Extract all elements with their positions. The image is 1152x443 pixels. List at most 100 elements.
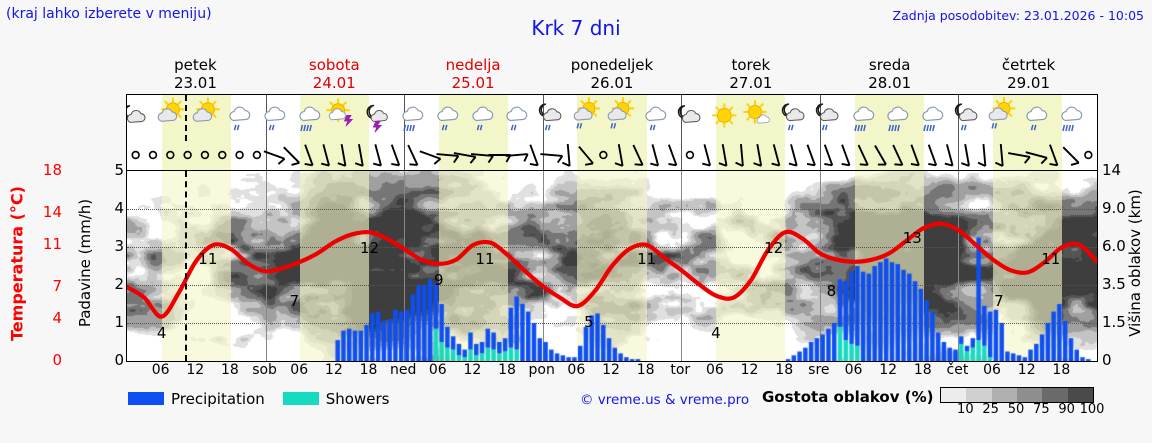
weather-icon-moon-cloud-rain — [534, 95, 569, 141]
weather-icon-row — [127, 95, 1097, 141]
wind-barb-calm — [1084, 150, 1093, 160]
weather-icon-cloud-light-rain — [1019, 95, 1054, 141]
wind-barb — [1049, 144, 1059, 167]
time-tick: 18 — [1052, 362, 1071, 378]
temperature-tick: 0 — [52, 351, 62, 369]
time-tick: 06 — [706, 362, 724, 378]
cloud-density-tick: 25 — [982, 402, 999, 417]
page-title: Krk 7 dni — [531, 16, 621, 40]
weather-icon-moon-cloud-rain — [811, 95, 846, 141]
temperature-label: 12 — [764, 239, 784, 258]
precipitation-tick: 3 — [114, 237, 124, 255]
weather-icon-moon-cloud-rain — [777, 95, 812, 141]
cloud-height-tick: 14 — [1102, 161, 1122, 179]
wind-barb — [1008, 152, 1031, 164]
showers-legend-label: Showers — [325, 389, 390, 408]
wind-barb-calm — [218, 150, 227, 160]
wind-barbs-svg — [131, 143, 1093, 167]
weather-icon-moon-thunder — [361, 95, 396, 141]
time-tick: 18 — [913, 362, 932, 378]
precipitation-axis-title: Padavine (mm/h) — [76, 198, 94, 328]
weather-icon-cloud-light-rain — [222, 95, 257, 141]
temperature-label: 11 — [475, 249, 495, 268]
cloud-density-step — [991, 388, 1017, 402]
cloud-height-tick: 1.5 — [1102, 313, 1126, 331]
day-date: 28.01 — [868, 74, 912, 92]
day-separator-icons — [681, 95, 683, 170]
wind-barb — [419, 150, 442, 165]
last-update-label: Zadnja posodobitev: 23.01.2026 - 10:05 — [892, 8, 1144, 23]
day-name: petek — [174, 56, 217, 74]
time-tick: pon — [528, 362, 555, 378]
weather-icon-band — [126, 94, 1098, 170]
time-axis-ticks: 06 12 18 sob 06 12 18 ned 06 12 18 pon 06 12 18 tor 06 12… — [126, 362, 1098, 382]
weather-icon-cloud-light-rain — [257, 95, 292, 141]
weather-icon-cloud-rain — [292, 95, 327, 141]
day-header-row: petek 23.01 sobota 24.01 nedelja 25.01 ponedel… — [126, 56, 1098, 94]
cloud-density-scale — [940, 387, 1094, 403]
time-tick: tor — [670, 362, 691, 378]
cloud-density-step — [1067, 388, 1093, 402]
temperature-label: 11 — [1041, 249, 1061, 268]
wind-barb — [283, 146, 301, 166]
temperature-label: 5 — [584, 313, 594, 332]
temperature-tick: 14 — [42, 203, 62, 222]
cloud-height-tick: 0 — [1102, 351, 1112, 369]
cloud-density-tick: 50 — [1007, 402, 1025, 417]
cloud-height-axis-ticks: 14 9.0 6.0 3.5 1.5 0 — [1102, 160, 1136, 375]
weather-icon-moon-cloud — [127, 95, 153, 141]
temperature-label: 7 — [289, 292, 300, 311]
wind-barb — [735, 143, 744, 167]
day-header-sreda: sreda 28.01 — [820, 56, 959, 94]
cloud-height-tick: 6.0 — [1102, 237, 1126, 255]
weather-icon-cloud-light-rain — [430, 95, 465, 141]
wind-barb-calm — [200, 150, 210, 160]
time-tick: 06 — [567, 362, 586, 378]
weather-icon-sun-thunder — [326, 95, 361, 141]
weather-icon-cloud-rain — [1054, 95, 1089, 141]
time-tick: 06 — [151, 362, 170, 378]
weather-icon-sun-cloud-rain — [603, 95, 638, 141]
copyright-link[interactable]: © vreme.us & vreme.pro — [580, 392, 750, 408]
day-name: sreda — [868, 56, 911, 74]
time-tick: sre — [808, 362, 830, 378]
wind-barb — [994, 143, 1004, 167]
time-tick: 06 — [844, 362, 863, 378]
day-name: ponedeljek — [570, 56, 654, 74]
weather-icon-cloud-light-rain — [638, 95, 673, 141]
temperature-label: 4 — [156, 323, 167, 342]
wind-barb — [927, 144, 938, 167]
current-time-marker — [185, 171, 188, 361]
time-tick: 06 — [428, 362, 447, 378]
wind-barb — [372, 144, 382, 167]
location-menu-note[interactable]: (kraj lahko izberete v meniju) — [6, 6, 212, 22]
time-tick: 18 — [221, 362, 239, 378]
wind-barb — [578, 145, 594, 166]
precipitation-legend-label: Precipitation — [171, 389, 265, 408]
weather-icon-cloud-rain — [395, 95, 430, 141]
wind-barb — [874, 144, 887, 166]
wind-barb — [505, 153, 529, 162]
wind-barb-calm — [235, 150, 244, 160]
wind-barb-calm — [685, 150, 695, 160]
day-separator-icons — [819, 95, 821, 170]
wind-barb — [453, 152, 477, 164]
weather-icon-cloud-light-rain — [499, 95, 534, 141]
cloud-density-tick: 10 — [957, 402, 974, 417]
time-tick: čet — [946, 362, 969, 378]
time-tick: 06 — [983, 362, 1001, 378]
day-date: 27.01 — [729, 74, 773, 92]
cloud-density-scale-ticks: 10 25 50 75 90 100 — [934, 402, 1104, 420]
cloud-density-legend-label: Gostota oblakov (%) — [762, 388, 934, 406]
temperature-line — [127, 221, 1097, 319]
wind-barb — [407, 144, 419, 166]
wind-barb — [390, 144, 401, 167]
time-tick: sob — [252, 362, 277, 378]
time-tick: 18 — [359, 362, 378, 378]
wind-barb — [702, 144, 712, 167]
weather-icon-cloud-light-rain — [465, 95, 500, 141]
weather-icon-moon-cloud — [673, 95, 708, 141]
temperature-tick: 4 — [52, 308, 62, 327]
time-tick: 12 — [463, 362, 482, 378]
wind-barb — [892, 144, 904, 166]
